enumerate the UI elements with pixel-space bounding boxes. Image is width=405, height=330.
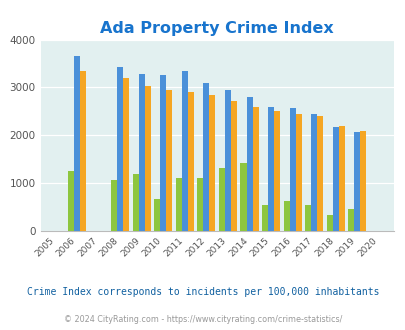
Bar <box>111 180 117 231</box>
Bar <box>332 127 338 231</box>
Bar <box>359 130 365 231</box>
Bar <box>117 67 123 231</box>
Bar <box>353 132 359 231</box>
Bar <box>289 108 295 231</box>
Bar <box>80 71 86 231</box>
Bar <box>145 85 151 231</box>
Bar <box>123 78 129 231</box>
Bar <box>68 171 74 231</box>
Bar <box>74 56 80 231</box>
Bar <box>261 205 267 231</box>
Bar <box>181 71 188 231</box>
Bar <box>310 114 316 231</box>
Bar <box>252 107 258 231</box>
Bar <box>175 178 181 231</box>
Bar <box>188 92 194 231</box>
Bar <box>283 201 289 231</box>
Bar <box>132 174 139 231</box>
Bar <box>218 168 224 231</box>
Bar <box>326 215 332 231</box>
Bar <box>160 76 166 231</box>
Bar <box>316 116 322 231</box>
Bar <box>197 178 203 231</box>
Text: Crime Index corresponds to incidents per 100,000 inhabitants: Crime Index corresponds to incidents per… <box>27 287 378 297</box>
Bar <box>295 114 301 231</box>
Bar <box>304 205 310 231</box>
Bar <box>230 101 237 231</box>
Bar <box>139 74 145 231</box>
Bar <box>246 97 252 231</box>
Bar <box>209 95 215 231</box>
Bar <box>166 90 172 231</box>
Bar <box>240 163 246 231</box>
Title: Ada Property Crime Index: Ada Property Crime Index <box>100 21 333 36</box>
Bar <box>267 107 273 231</box>
Bar <box>347 210 353 231</box>
Bar <box>203 83 209 231</box>
Bar <box>154 199 160 231</box>
Bar <box>273 112 279 231</box>
Bar <box>338 126 344 231</box>
Bar <box>224 90 230 231</box>
Text: © 2024 CityRating.com - https://www.cityrating.com/crime-statistics/: © 2024 CityRating.com - https://www.city… <box>64 315 341 324</box>
